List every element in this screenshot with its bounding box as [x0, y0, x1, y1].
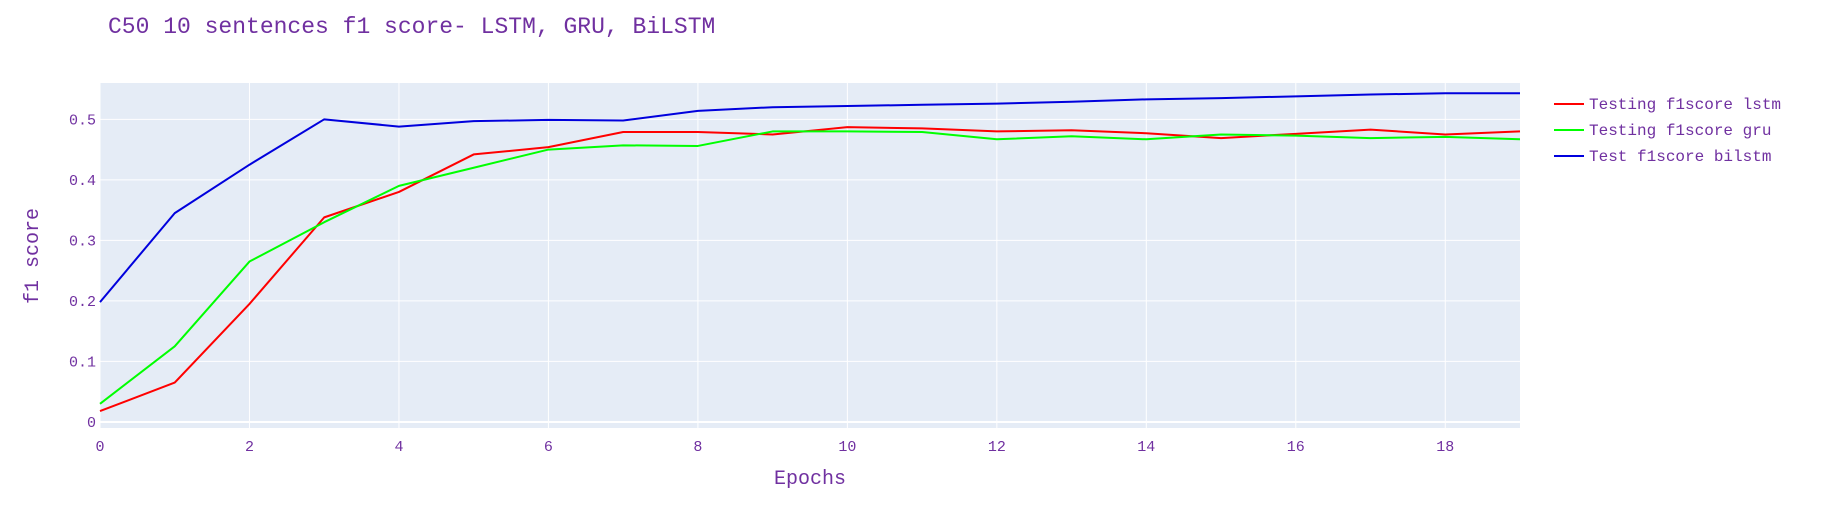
x-tick-label: 2 — [245, 439, 254, 456]
legend-label: Test f1score bilstm — [1589, 148, 1771, 166]
legend-label: Testing f1score lstm — [1589, 96, 1781, 114]
plot-area — [100, 83, 1520, 428]
y-tick-label: 0.5 — [69, 112, 96, 129]
y-tick-label: 0 — [87, 415, 96, 432]
x-axis-title: Epochs — [774, 468, 846, 491]
y-axis-ticks: 0 0.1 0.2 0.3 0.4 0.5 — [69, 112, 96, 432]
legend-item[interactable]: Test f1score bilstm — [1554, 148, 1771, 166]
legend[interactable]: Testing f1score lstm Testing f1score gru T… — [1554, 96, 1781, 166]
y-tick-label: 0.2 — [69, 294, 96, 311]
x-tick-label: 14 — [1137, 439, 1155, 456]
series-line-2[interactable] — [99, 92, 1520, 303]
chart-title: C50 10 sentences f1 score- LSTM, GRU, Bi… — [108, 14, 715, 40]
x-axis-ticks: 0 2 4 6 8 10 12 14 16 18 — [95, 439, 1454, 456]
legend-label: Testing f1score gru — [1589, 122, 1771, 140]
x-tick-label: 0 — [95, 439, 104, 456]
x-tick-label: 6 — [544, 439, 553, 456]
series-lines — [99, 92, 1521, 412]
grid-lines — [99, 83, 1520, 428]
x-tick-label: 16 — [1287, 439, 1305, 456]
legend-item[interactable]: Testing f1score gru — [1554, 122, 1771, 140]
x-tick-label: 12 — [988, 439, 1006, 456]
y-tick-label: 0.3 — [69, 233, 96, 250]
x-tick-label: 4 — [394, 439, 403, 456]
y-tick-label: 0.4 — [69, 173, 96, 190]
series-line-1[interactable] — [99, 130, 1521, 405]
legend-item[interactable]: Testing f1score lstm — [1554, 96, 1781, 114]
x-tick-label: 8 — [693, 439, 702, 456]
y-axis-title: f1 score — [22, 208, 45, 304]
x-tick-label: 18 — [1436, 439, 1454, 456]
y-tick-label: 0.1 — [69, 354, 96, 371]
x-tick-label: 10 — [838, 439, 856, 456]
